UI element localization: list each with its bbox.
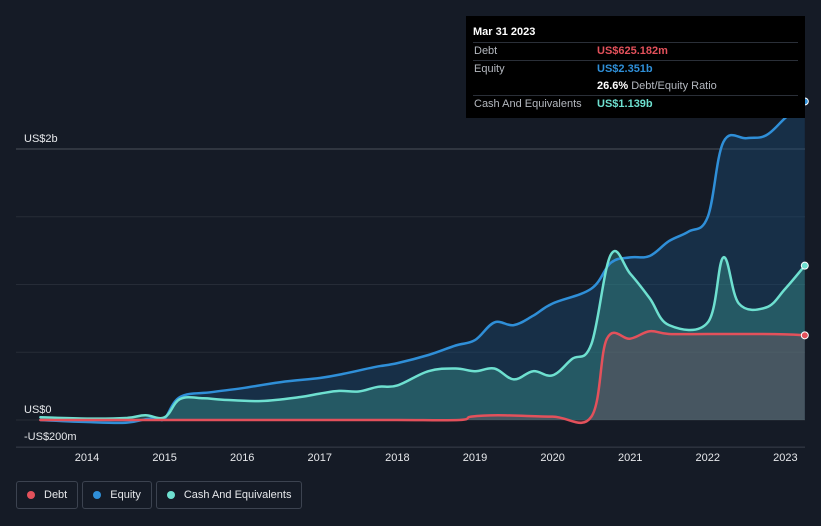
x-tick-label: 2022 [696,452,720,464]
debt-line [39,329,807,425]
x-tick-label: 2019 [463,452,487,464]
x-tick-label: 2021 [618,452,642,464]
debt-dot-icon [27,491,35,499]
cash-dot-icon [166,491,175,499]
y-tick-label: -US$200m [24,431,77,443]
tooltip-row-equity: Equity US$2.351b [473,60,798,78]
tooltip-ratio-value: 26.6% [597,80,629,92]
tooltip-cash-label: Cash And Equivalents [474,98,582,110]
x-tick-label: 2014 [75,452,99,464]
tooltip-ratio-spacer [473,78,597,95]
tooltip-date: Mar 31 2023 [473,26,536,38]
equity-area [40,101,805,423]
legend-cash-label: Cash And Equivalents [183,489,292,501]
cash-line [39,249,807,420]
equity-dot-icon [93,491,102,499]
y-tick-label: US$2b [24,133,58,145]
legend-item-debt[interactable]: Debt [16,481,79,509]
cash-end-marker [800,261,809,270]
legend: Debt Equity Cash And Equivalents [16,481,303,509]
tooltip-cash-value: US$1.139b [597,98,653,110]
x-tick-label: 2023 [773,452,797,464]
x-axis-labels: 2014 2015 2016 2017 2018 2019 2020 2021 2022 2023 [75,452,798,464]
series-areas [40,101,805,423]
x-tick-label: 2018 [385,452,409,464]
debt-end-marker [800,331,809,340]
tooltip-debt-label: Debt [474,45,498,57]
y-axis-labels: US$2b US$0 -US$200m [24,133,77,443]
cash-area [40,251,805,420]
x-tick-label: 2016 [230,452,254,464]
debt-area [40,331,805,423]
x-tick-label: 2020 [540,452,564,464]
tooltip-row-ratio: 26.6% Debt/Equity Ratio [473,78,798,95]
tooltip-row-cash: Cash And Equivalents US$1.139b [473,95,798,113]
y-tick-label: US$0 [24,404,52,416]
legend-item-equity[interactable]: Equity [82,481,152,509]
tooltip-debt-value: US$625.182m [597,45,668,57]
x-tick-label: 2015 [152,452,176,464]
series-lines [39,100,807,425]
tooltip-ratio-label: Debt/Equity Ratio [631,80,717,92]
legend-item-cash[interactable]: Cash And Equivalents [155,481,303,509]
data-tooltip: Mar 31 2023 Debt US$625.182m Equity US$2… [466,16,805,118]
legend-debt-label: Debt [44,489,68,501]
tooltip-row-debt: Debt US$625.182m [473,42,798,60]
tooltip-equity-label: Equity [474,63,505,75]
x-tick-label: 2017 [308,452,332,464]
tooltip-equity-value: US$2.351b [597,63,653,75]
legend-equity-label: Equity [110,489,141,501]
